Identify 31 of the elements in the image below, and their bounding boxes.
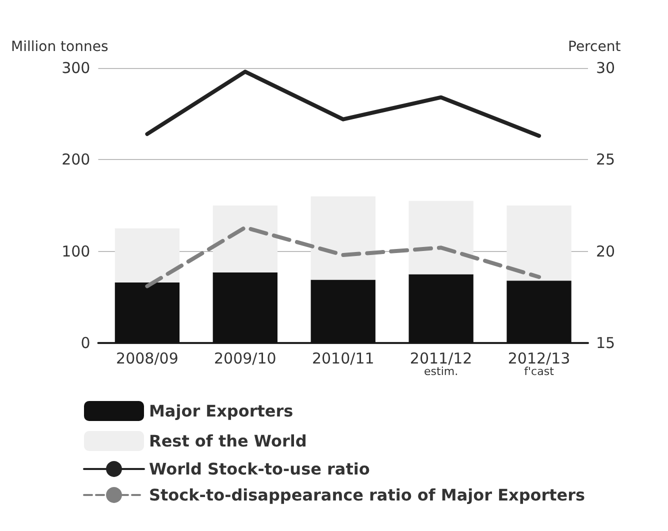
bar [212,272,278,343]
y-tick-label: 100 [62,242,90,260]
y-tick-label: 0 [80,334,90,352]
y2-axis-title: Percent [568,39,622,55]
y-tick-label: 200 [62,150,90,169]
x-tick-label: 2008/09 [116,350,178,368]
legend-label: Stock-to-disappearance ratio of Major Exporters [149,486,586,504]
x-tick-label: 2010/11 [312,350,374,368]
y-tick-label: 300 [62,59,90,77]
bar [506,280,572,343]
y2-tick-label: 30 [596,59,616,77]
x-tick-label: 2011/12 estim. [410,350,472,378]
line-series [145,70,542,138]
line-series [145,226,542,288]
y2-tick-label: 25 [596,150,616,169]
bar [408,200,474,274]
x-tick-label: 2012/13 f'cast [508,350,570,378]
y2-tick-label: 20 [596,242,616,260]
bar [310,280,376,343]
bar [506,206,572,281]
bar [212,206,278,272]
y2-tick-label: 15 [596,334,616,352]
x-tick-label: 2009/10 [214,350,276,368]
bar [408,274,474,343]
legend-label: World Stock-to-use ratio [149,460,370,478]
bar [114,282,180,343]
bar [310,196,376,280]
legend-label: Major Exporters [149,402,294,420]
bar [114,228,180,282]
legend-label: Rest of the World [149,432,307,450]
y-axis-title: Million tonnes [11,39,108,55]
